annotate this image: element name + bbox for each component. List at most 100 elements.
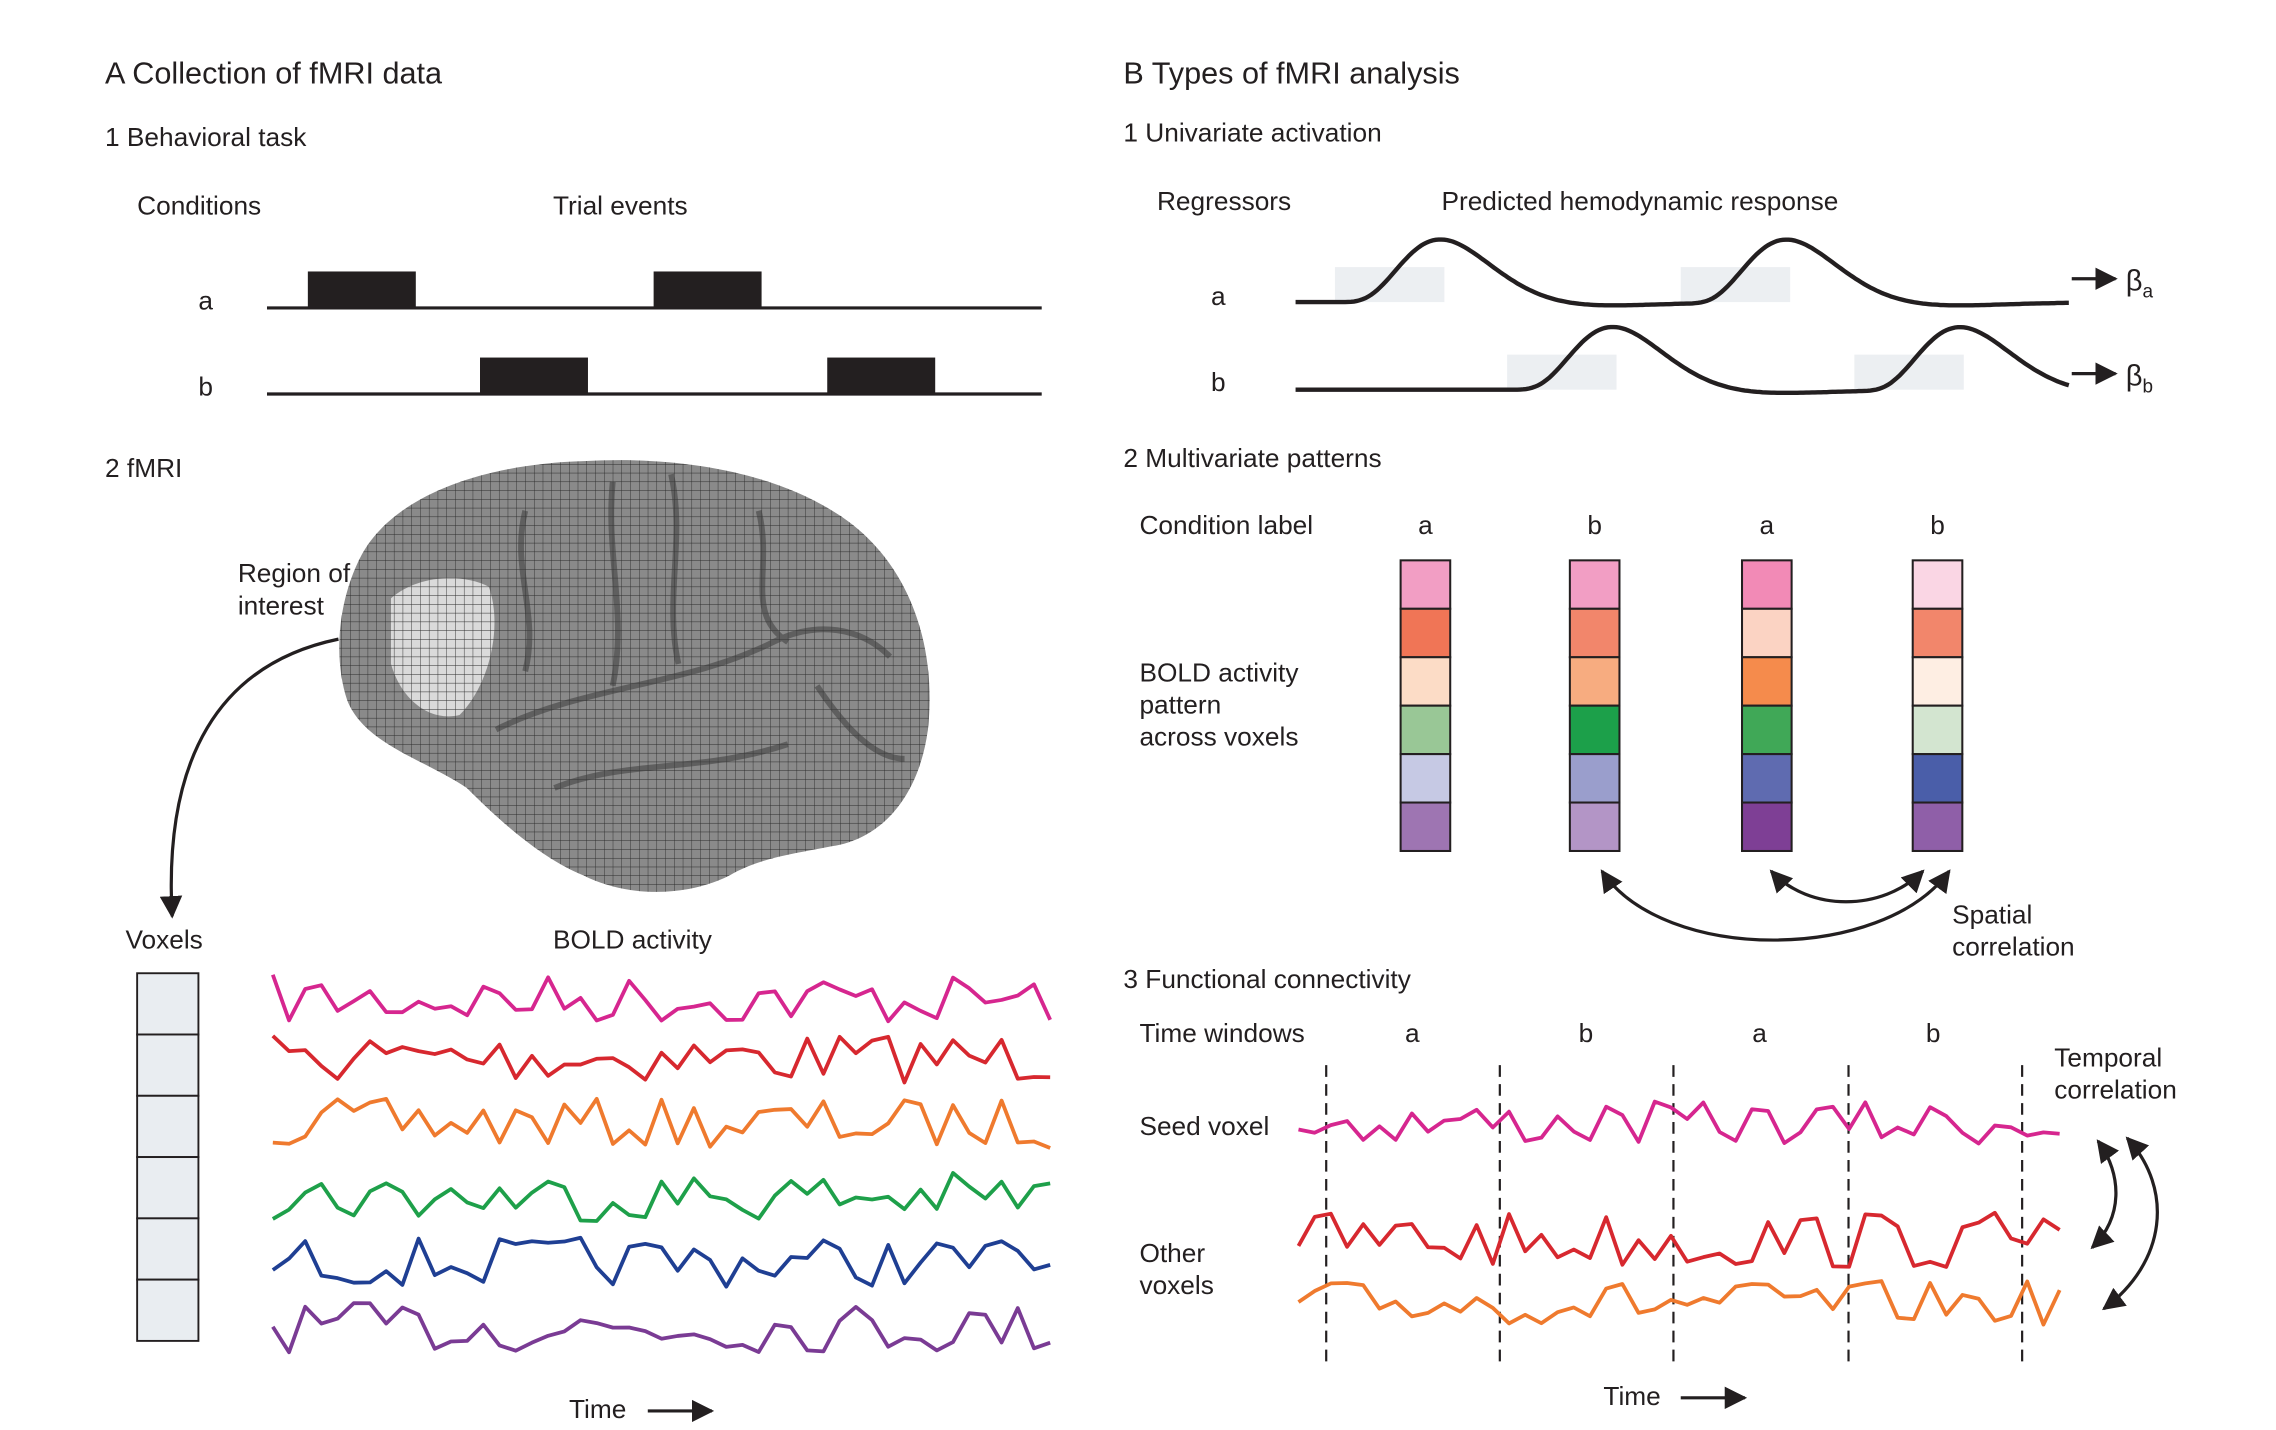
voxel-pattern-cell xyxy=(1911,559,1964,610)
time-window-label: a xyxy=(1405,1018,1420,1048)
trial-events-label: Trial events xyxy=(553,191,688,221)
voxel-cell xyxy=(136,1156,200,1220)
time-window-label: b xyxy=(1579,1018,1594,1048)
condition-b-label: b xyxy=(198,371,213,401)
regressor-box xyxy=(1680,267,1791,303)
connectivity-series-line xyxy=(1296,1210,2061,1269)
voxel-pattern-cell xyxy=(1399,656,1452,707)
column-condition-label: b xyxy=(1587,510,1602,540)
roi-label-line1: Region of xyxy=(238,558,351,588)
voxel-pattern-cell xyxy=(1568,559,1621,610)
voxel-pattern-cell xyxy=(1911,607,1964,659)
behavioral-task-heading: 1 Behavioral task xyxy=(105,122,307,152)
trial-block xyxy=(480,357,588,395)
bold-series-line xyxy=(272,1096,1051,1150)
trial-block xyxy=(307,271,416,308)
column-condition-label: a xyxy=(1760,510,1775,540)
voxel-pattern-cell xyxy=(1740,656,1793,707)
seed-voxel-label: Seed voxel xyxy=(1139,1111,1269,1141)
voxel-pattern-cell xyxy=(1911,753,1964,804)
voxel-cell xyxy=(136,972,200,1036)
other-voxels-line1: Other xyxy=(1139,1238,1205,1268)
temporal-label-line1: Temporal xyxy=(2054,1043,2162,1073)
column-condition-label: a xyxy=(1418,510,1433,540)
trial-timeline-b xyxy=(266,357,1042,396)
time-label-a: Time xyxy=(569,1394,626,1424)
time-window-label: b xyxy=(1926,1018,1941,1048)
voxel-column xyxy=(136,972,200,1342)
voxel-pattern-cell xyxy=(1399,704,1452,756)
column-condition-label: b xyxy=(1930,510,1945,540)
roi-to-voxels-arrow xyxy=(159,637,339,919)
connectivity-series-line xyxy=(1298,1099,2060,1146)
voxel-pattern-cell xyxy=(1911,656,1964,707)
bold-activity-label: BOLD activity xyxy=(553,924,713,954)
voxel-pattern-cell xyxy=(1740,753,1793,804)
temporal-correlation-arrow-inner xyxy=(2090,1139,2120,1250)
bold-series-line xyxy=(271,974,1052,1024)
other-voxels-line2: voxels xyxy=(1139,1270,1213,1300)
panel-b-title: B Types of fMRI analysis xyxy=(1123,56,1459,90)
regressor-a-label: a xyxy=(1211,281,1226,311)
voxel-pattern-cell xyxy=(1740,607,1793,659)
voxel-pattern-cell xyxy=(1740,801,1793,852)
time-window-label: a xyxy=(1752,1018,1767,1048)
condition-label: Condition label xyxy=(1139,510,1313,540)
time-windows-label: Time windows xyxy=(1139,1018,1304,1048)
voxel-pattern-cell xyxy=(1399,753,1452,804)
conditions-label: Conditions xyxy=(137,191,261,221)
voxel-pattern-cell xyxy=(1568,801,1621,852)
bold-pattern-line2: pattern xyxy=(1139,690,1221,720)
regressor-box xyxy=(1854,354,1964,390)
voxel-pattern-cell xyxy=(1911,801,1964,852)
brain-image xyxy=(339,460,930,892)
connectivity-heading: 3 Functional connectivity xyxy=(1123,964,1411,994)
fmri-heading: 2 fMRI xyxy=(105,453,182,483)
regressor-box xyxy=(1334,267,1445,303)
bold-series-line xyxy=(271,1301,1051,1355)
voxel-pattern-cell xyxy=(1740,704,1793,756)
panel-a: A Collection of fMRI data 1 Behavioral t… xyxy=(105,56,1052,1424)
voxel-pattern-cell xyxy=(1568,656,1621,707)
connectivity-time-series xyxy=(1296,1099,2062,1327)
voxel-cell xyxy=(136,1278,200,1342)
spatial-correlation-arrow-small xyxy=(1769,869,1925,904)
voxel-cell xyxy=(136,1094,200,1159)
trial-block xyxy=(653,271,762,308)
hrf-curve xyxy=(1295,237,2069,308)
voxel-pattern-cell xyxy=(1399,801,1452,852)
trial-block xyxy=(827,357,936,395)
hrf-curve xyxy=(1295,324,2070,396)
panel-b: B Types of fMRI analysis 1 Univariate ac… xyxy=(1123,56,2176,1411)
panel-a-title: A Collection of fMRI data xyxy=(105,56,443,90)
voxels-label: Voxels xyxy=(125,924,202,954)
bold-series-line xyxy=(271,1034,1051,1085)
spatial-label-line1: Spatial xyxy=(1952,900,2032,930)
hrf-curves xyxy=(1295,237,2070,396)
univariate-heading: 1 Univariate activation xyxy=(1123,118,1381,148)
temporal-label-line2: correlation xyxy=(2054,1075,2177,1105)
regressor-b-label: b xyxy=(1211,367,1226,397)
spatial-correlation-arrow-large xyxy=(1600,869,1951,942)
temporal-correlation-arrow-outer xyxy=(2102,1136,2159,1311)
connectivity-series-line xyxy=(1297,1279,2062,1327)
regressors-label: Regressors xyxy=(1157,186,1291,216)
voxel-cell xyxy=(136,1217,200,1281)
voxel-pattern-cell xyxy=(1740,559,1793,610)
voxel-pattern-cell xyxy=(1568,753,1621,804)
bold-pattern-line1: BOLD activity xyxy=(1139,657,1299,687)
beta-a: βa xyxy=(2126,265,2154,302)
bold-time-series xyxy=(271,974,1052,1355)
trial-timeline-a xyxy=(266,271,1042,310)
regressor-box xyxy=(1507,354,1617,390)
voxel-pattern-cell xyxy=(1911,704,1964,756)
bold-pattern-line3: across voxels xyxy=(1139,722,1298,752)
roi-label-line2: interest xyxy=(238,590,325,620)
hrf-label: Predicted hemodynamic response xyxy=(1441,186,1838,216)
bold-series-line xyxy=(271,1235,1051,1289)
multivariate-heading: 2 Multivariate patterns xyxy=(1123,443,1381,473)
beta-b: βb xyxy=(2126,360,2153,397)
